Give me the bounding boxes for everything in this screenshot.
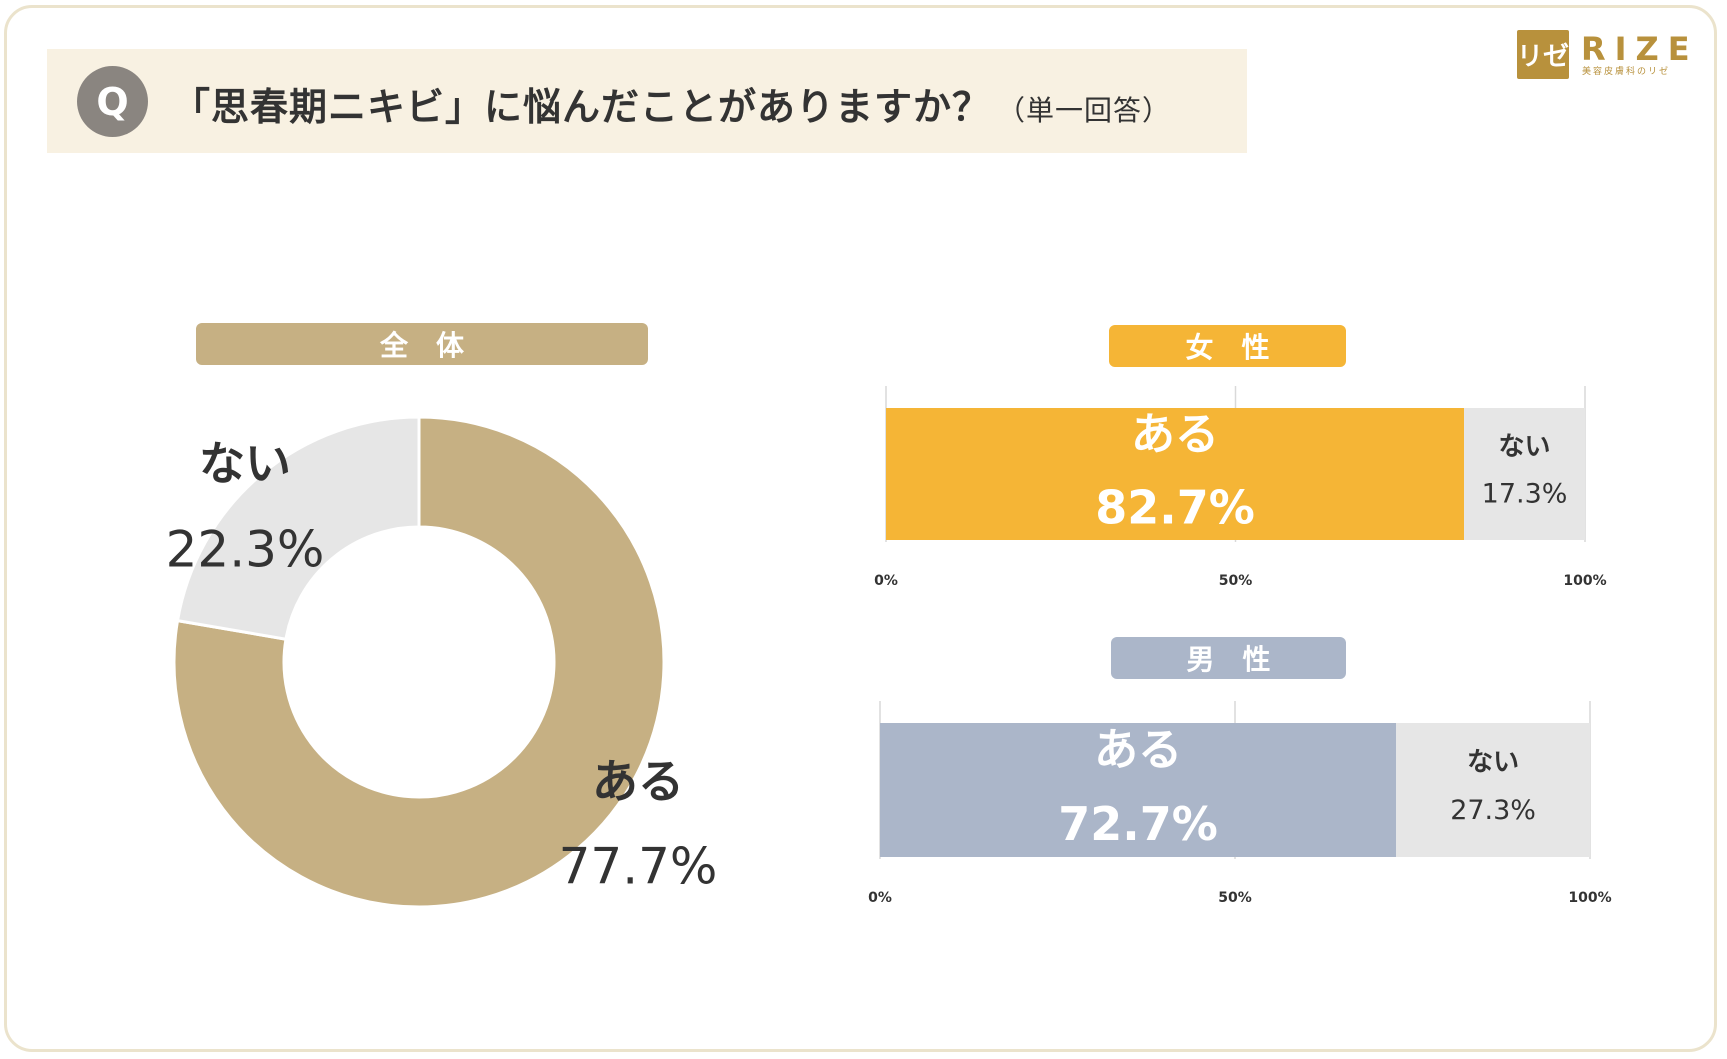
female-bar-value-yes: 82.7% <box>1095 480 1255 534</box>
overall-donut: ある 77.7% ない 22.3% <box>166 415 718 909</box>
female-bar-segment-yes <box>886 408 1465 540</box>
male-bar-tick-label: 0% <box>868 890 892 906</box>
male-bar-tick-label: 100% <box>1568 890 1611 906</box>
question-note: （単一回答） <box>997 94 1172 127</box>
male-label-text: 男性 <box>1186 643 1299 676</box>
male-bar-segment-no <box>1396 723 1590 857</box>
question-bar <box>47 49 1247 153</box>
male-bar-value-no: 27.3% <box>1450 795 1536 826</box>
brand-logo-icon: リゼ <box>1517 30 1569 79</box>
question-badge: Q <box>77 66 148 137</box>
female-label-text: 女性 <box>1185 331 1298 364</box>
question-text: 「思春期ニキビ」に悩んだことがありますか？ <box>172 85 992 129</box>
female-bar-chart: ある 82.7% ない 17.3% 0% 50% 100% <box>874 386 1607 589</box>
donut-label-no: ない <box>199 437 291 491</box>
brand-tagline: 美容皮膚科のリゼ <box>1582 67 1671 77</box>
female-bar-tick-label: 50% <box>1219 573 1253 589</box>
female-bar-label-yes: ある <box>1131 409 1219 460</box>
female-bar-value-no: 17.3% <box>1482 479 1568 510</box>
male-label: 男性 <box>1111 637 1346 679</box>
brand-name: RIZE <box>1581 30 1699 68</box>
overall-label-text: 全体 <box>379 329 492 362</box>
male-bar-segment-yes <box>880 723 1397 857</box>
donut-slice-no <box>175 415 421 641</box>
question-title: 「思春期ニキビ」に悩んだことがありますか？ （単一回答） <box>172 76 1171 131</box>
donut-slice-yes <box>172 415 666 909</box>
female-bar-segment-no <box>1464 408 1585 540</box>
donut-label-yes: ある <box>592 755 684 809</box>
female-bar-tick-label: 0% <box>874 573 898 589</box>
female-bar-tick-label: 100% <box>1563 573 1606 589</box>
male-bar-label-no: ない <box>1467 748 1519 778</box>
male-bar-label-yes: ある <box>1094 724 1182 775</box>
male-bar-tick-label: 50% <box>1218 890 1252 906</box>
female-label: 女性 <box>1109 325 1346 367</box>
overall-label: 全体 <box>196 323 648 365</box>
male-bar-chart: ある 72.7% ない 27.3% 0% 50% 100% <box>868 701 1612 906</box>
donut-value-no: 22.3% <box>166 521 325 579</box>
female-bar-label-no: ない <box>1499 432 1551 462</box>
male-bar-value-yes: 72.7% <box>1058 797 1218 851</box>
donut-value-yes: 77.7% <box>559 838 718 896</box>
